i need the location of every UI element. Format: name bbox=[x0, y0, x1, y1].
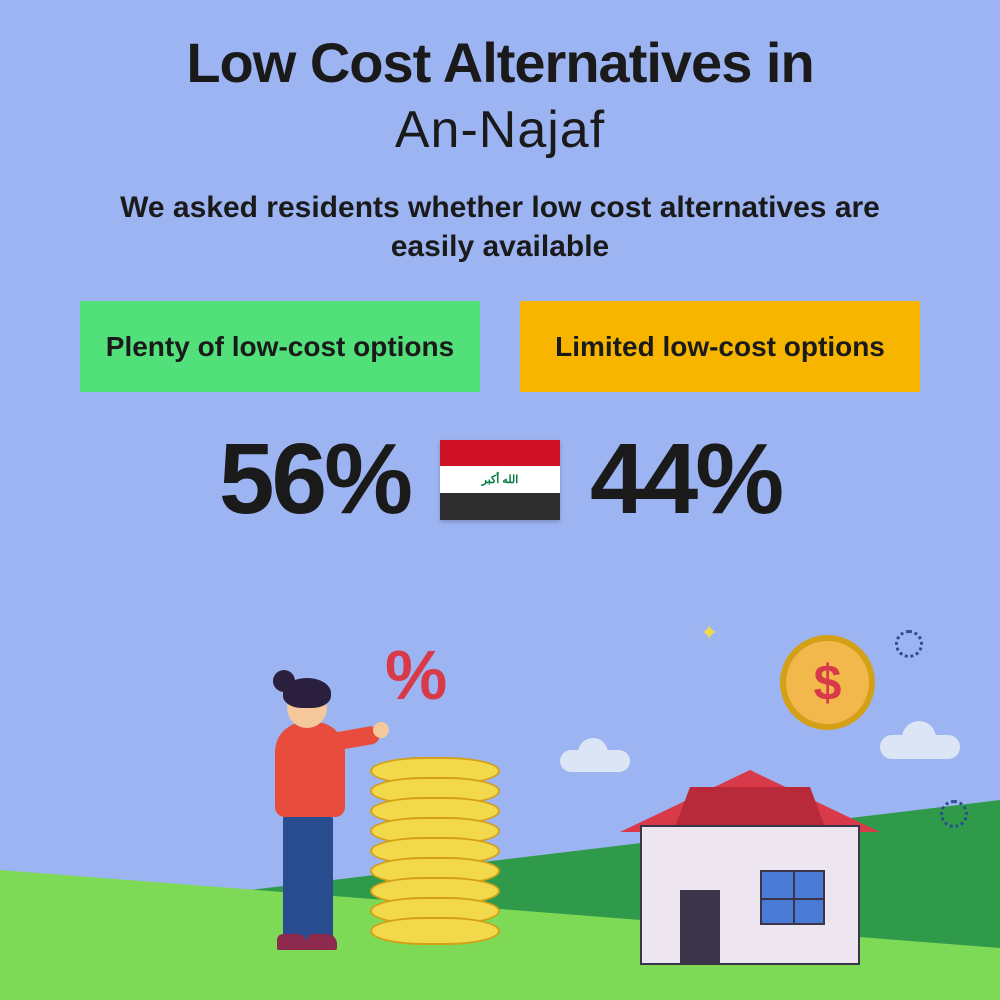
option-boxes: Plenty of low-cost options Limited low-c… bbox=[0, 301, 1000, 392]
person-shoe bbox=[307, 934, 337, 950]
sparkle-icon bbox=[895, 630, 923, 658]
sparkle-icon bbox=[940, 800, 968, 828]
house-window bbox=[760, 870, 825, 925]
percent-row: 56% الله أكبر 44% bbox=[0, 422, 1000, 537]
option-box-limited: Limited low-cost options bbox=[520, 301, 920, 392]
percent-sign-icon: % bbox=[385, 635, 447, 715]
flag-stripe-top bbox=[440, 440, 560, 467]
person-icon bbox=[265, 670, 375, 950]
illustration-scene: ✦ $ % bbox=[0, 620, 1000, 1000]
option-box-plenty: Plenty of low-cost options bbox=[80, 301, 480, 392]
cloud-icon bbox=[880, 735, 960, 759]
person-hair-bun bbox=[273, 670, 295, 692]
dollar-symbol: $ bbox=[814, 654, 842, 712]
house-icon bbox=[620, 745, 880, 965]
coin-stack-icon bbox=[370, 765, 500, 945]
flag-script: الله أكبر bbox=[482, 473, 519, 486]
house-roof-slot bbox=[675, 787, 825, 827]
subtitle: We asked residents whether low cost alte… bbox=[0, 188, 1000, 266]
percent-left: 56% bbox=[219, 422, 410, 537]
dollar-coin-icon: $ bbox=[780, 635, 875, 730]
flag-stripe-bottom bbox=[440, 493, 560, 520]
house-door bbox=[680, 890, 720, 965]
flag-icon: الله أكبر bbox=[440, 440, 560, 520]
coin bbox=[370, 917, 500, 945]
person-legs bbox=[283, 810, 333, 950]
header: Low Cost Alternatives in An-Najaf We ask… bbox=[0, 0, 1000, 266]
title-line-2: An-Najaf bbox=[0, 100, 1000, 160]
person-hand bbox=[373, 722, 389, 738]
percent-right: 44% bbox=[590, 422, 781, 537]
star-icon: ✦ bbox=[700, 620, 718, 646]
title-line-1: Low Cost Alternatives in bbox=[0, 30, 1000, 95]
house-wall bbox=[640, 825, 860, 965]
person-shoe bbox=[277, 934, 307, 950]
flag-stripe-middle: الله أكبر bbox=[440, 466, 560, 493]
